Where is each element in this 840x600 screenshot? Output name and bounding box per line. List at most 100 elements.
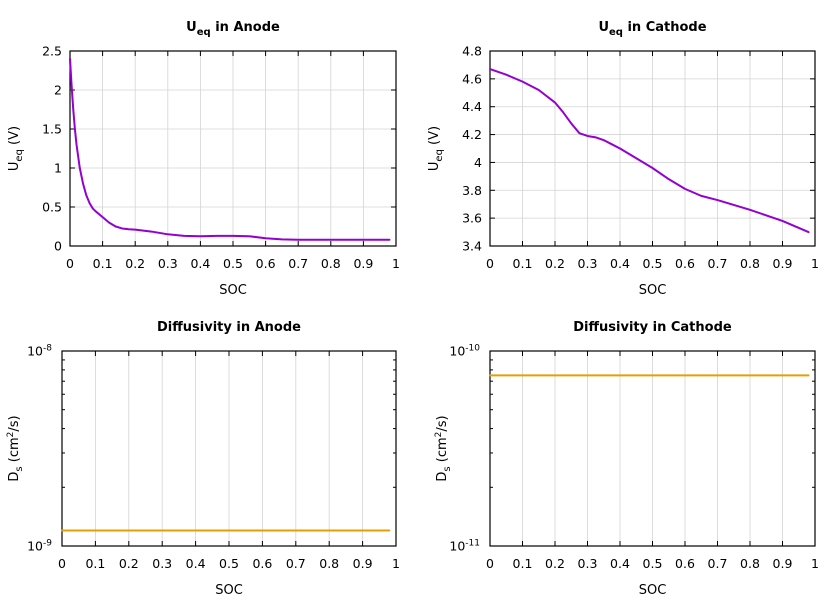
x-tick-label: 0.9 [353, 556, 373, 571]
x-tick-label: 0.1 [93, 256, 113, 271]
x-tick-label: 0.8 [740, 256, 760, 271]
y-tick-label: 3.8 [462, 183, 482, 198]
ylabel-main: D [7, 472, 22, 482]
series-line [489, 68, 810, 234]
ylabel-rest2: /s) [435, 415, 450, 431]
ylabel-rest2: /s) [7, 415, 22, 431]
series-line [69, 57, 391, 241]
y-axis-label: Ds (cm2/s) [6, 415, 25, 481]
plot-frame [489, 350, 816, 547]
x-tick-label: 0.6 [256, 256, 276, 271]
x-tick-label: 0.2 [545, 256, 565, 271]
chart-title: Diffusivity in Anode [157, 320, 301, 335]
title-subscript: eq [197, 27, 211, 38]
y-tick-label: 4.8 [462, 44, 482, 59]
chart-title: Diffusivity in Cathode [573, 320, 732, 335]
ylabel-rest: (cm [7, 437, 22, 466]
ylabel-superscript: 2 [434, 432, 444, 438]
x-tick-label: 0.9 [353, 256, 373, 271]
x-axis-label: SOC [639, 283, 667, 298]
tick-exponent: -11 [465, 539, 480, 549]
ylabel-subscript: eq [434, 149, 445, 162]
plot-frame [489, 50, 816, 247]
ylabel-superscript: 2 [6, 432, 16, 438]
x-tick-label: 0.1 [513, 556, 533, 571]
tick-exponent: -8 [43, 344, 52, 354]
x-tick-label: 0.3 [158, 256, 178, 271]
x-tick-label: 0.7 [708, 256, 728, 271]
ylabel-main: D [435, 472, 450, 482]
ylabel-rest: (cm [435, 437, 450, 466]
x-tick-label: 0 [66, 256, 74, 271]
x-tick-label: 0.5 [219, 556, 239, 571]
y-tick-label: 10-8 [27, 344, 52, 359]
x-tick-label: 0.4 [186, 556, 206, 571]
x-tick-label: 0.6 [675, 556, 695, 571]
x-tick-label: 0.4 [190, 256, 210, 271]
y-tick-label: 1.5 [42, 122, 62, 137]
ylabel-main: U [7, 162, 22, 172]
x-tick-label: 0.8 [319, 556, 339, 571]
x-tick-label: 0.9 [773, 556, 793, 571]
tick-exponent: -9 [43, 539, 52, 549]
x-tick-label: 0.5 [643, 256, 663, 271]
y-tick-label: 3.4 [462, 239, 482, 254]
x-axis-label: SOC [219, 283, 247, 298]
x-tick-label: 0.2 [545, 556, 565, 571]
y-tick-label: 10-10 [449, 344, 480, 359]
x-tick-label: 0.4 [610, 556, 630, 571]
x-tick-label: 0.2 [125, 256, 145, 271]
y-axis-label: Ueq (V) [427, 126, 445, 171]
chart-panel-3: 0 0.1 0.2 0.3 0.4 0.5 0.6 0.7 0.8 0.9 110-910-8Dif… [6, 320, 400, 598]
tick-exponent: -10 [465, 344, 480, 354]
x-tick-label: 0 [486, 256, 494, 271]
tick-base: 10 [27, 344, 43, 359]
x-axis-label: SOC [639, 583, 667, 598]
x-tick-label: 0.6 [675, 256, 695, 271]
y-tick-label: 4 [474, 155, 482, 170]
ylabel-subscript: eq [14, 149, 25, 162]
x-tick-label: 1 [811, 556, 819, 571]
x-axis-label: SOC [215, 583, 243, 598]
y-tick-label: 2 [54, 83, 62, 98]
x-tick-label: 0.1 [85, 556, 105, 571]
ylabel-subscript: s [442, 466, 453, 471]
plot-frame [61, 350, 397, 547]
x-tick-label: 0.2 [119, 556, 139, 571]
tick-base: 10 [449, 344, 465, 359]
x-tick-label: 0.4 [610, 256, 630, 271]
title-rest: in Anode [211, 20, 280, 35]
x-tick-label: 0.7 [288, 256, 308, 271]
x-tick-label: 1 [811, 256, 819, 271]
title-main: U [598, 20, 609, 35]
title-rest: in Cathode [623, 20, 707, 35]
x-tick-label: 0.7 [708, 556, 728, 571]
tick-base: 10 [27, 539, 43, 554]
y-tick-label: 4.6 [462, 71, 482, 86]
title-main: Diffusivity in Cathode [573, 320, 732, 335]
y-tick-label: 0.5 [42, 200, 62, 215]
x-tick-label: 0.3 [578, 256, 598, 271]
y-axis-label: Ueq (V) [7, 126, 25, 171]
tick-base: 10 [449, 539, 465, 554]
x-tick-label: 0 [486, 556, 494, 571]
ylabel-rest: (V) [7, 126, 22, 149]
ylabel-rest: (V) [427, 126, 442, 149]
x-tick-label: 0.5 [643, 556, 663, 571]
y-tick-label: 10-9 [27, 539, 52, 554]
chart-title: Ueq in Anode [186, 20, 280, 38]
x-tick-label: 0.7 [286, 556, 306, 571]
y-tick-label: 10-11 [449, 539, 480, 554]
x-tick-label: 0.9 [773, 256, 793, 271]
x-tick-label: 1 [392, 556, 400, 571]
x-tick-label: 0.3 [578, 556, 598, 571]
title-main: Diffusivity in Anode [157, 320, 301, 335]
y-tick-label: 4.2 [462, 127, 482, 142]
ylabel-subscript: s [14, 466, 25, 471]
title-main: U [186, 20, 197, 35]
y-tick-label: 3.6 [462, 211, 482, 226]
x-tick-label: 0.1 [513, 256, 533, 271]
y-tick-label: 0 [54, 239, 62, 254]
x-tick-label: 0.5 [223, 256, 243, 271]
y-tick-label: 4.4 [462, 99, 482, 114]
